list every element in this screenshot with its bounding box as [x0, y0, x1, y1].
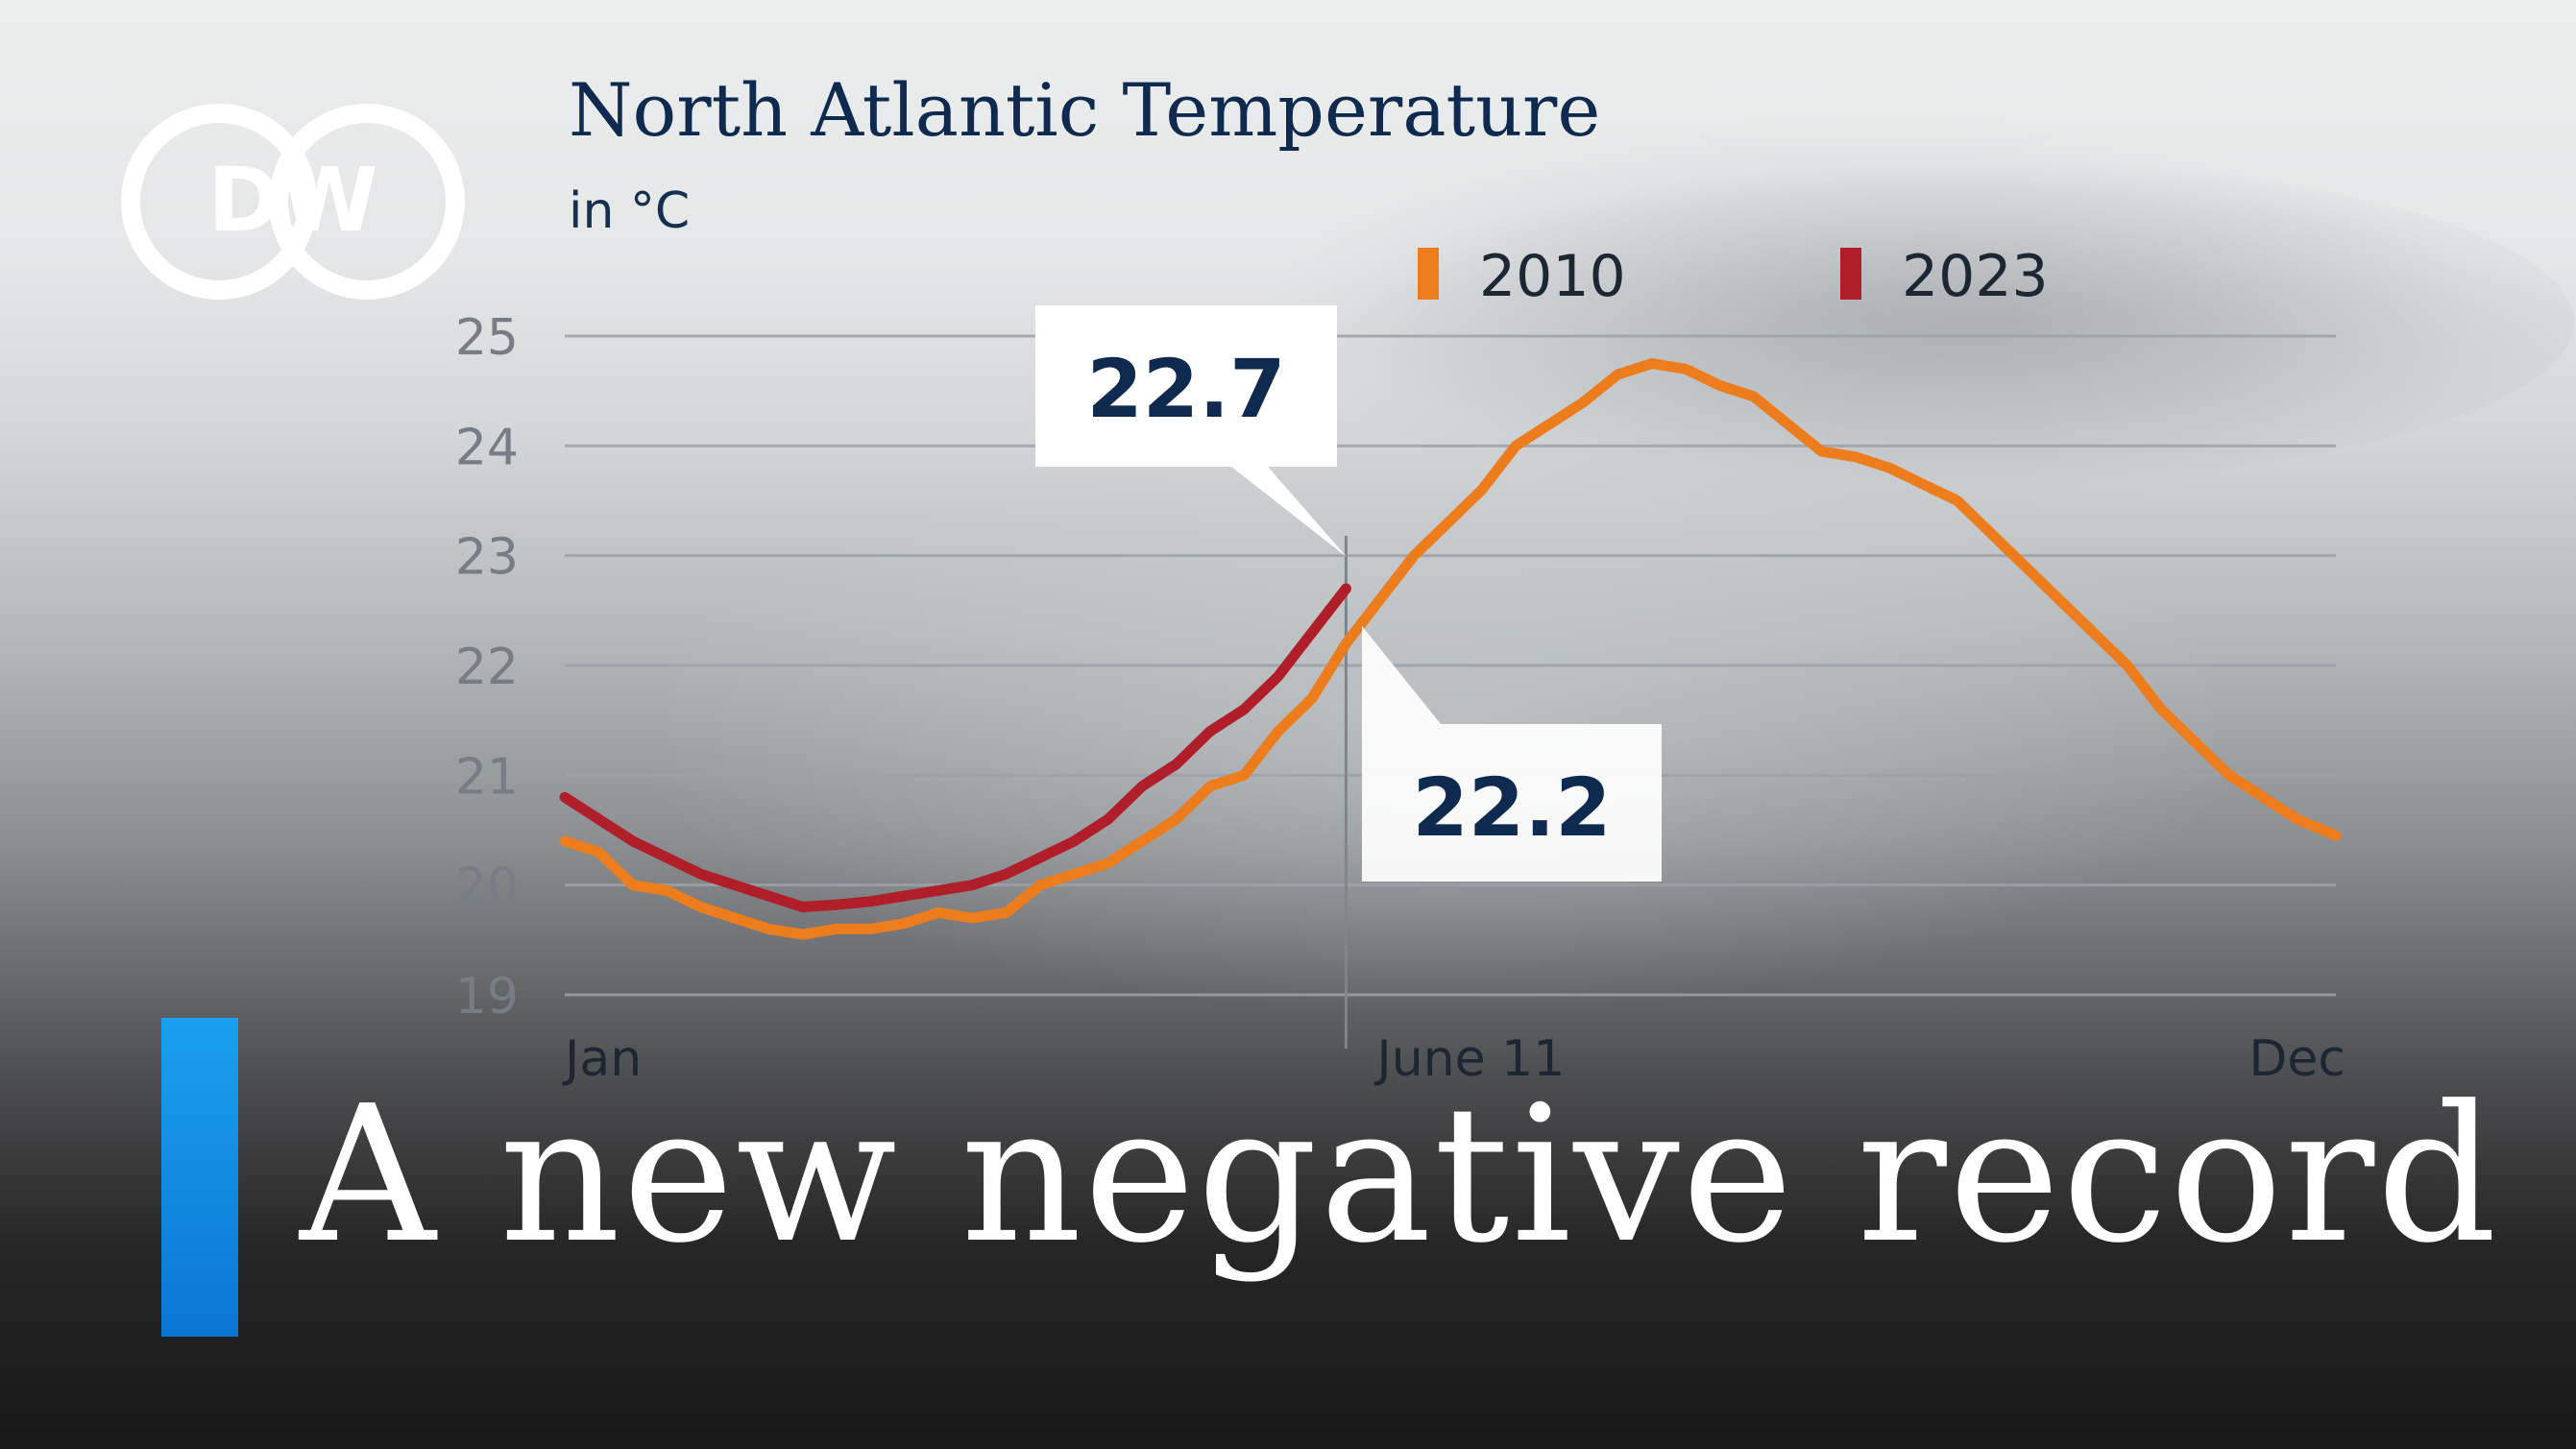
series-lines: [559, 358, 2342, 940]
callout-2023-value: 22.7: [1086, 342, 1285, 436]
legend-label-2010: 2010: [1479, 243, 1626, 310]
x-tick-label: June 11: [1373, 1030, 1565, 1088]
legend-swatch-2023: [1840, 248, 1861, 300]
unit-label: in °C: [569, 182, 691, 240]
y-tick-label: 19: [455, 968, 519, 1026]
y-tick-label: 20: [455, 858, 519, 916]
legend-swatch-2010: [1418, 248, 1439, 300]
callout-2023: 22.7: [1035, 305, 1347, 557]
headline-accent-bar: [161, 1018, 238, 1337]
series-line-2023: [559, 583, 1351, 912]
y-axis-ticks: 25 24 23 22 21 20 19: [455, 309, 519, 1026]
y-tick-label: 21: [455, 748, 519, 806]
legend: 2010 2023: [1418, 243, 2049, 310]
legend-label-2023: 2023: [1902, 243, 2049, 310]
x-tick-label: Jan: [562, 1030, 642, 1088]
series-line-2010: [559, 358, 2342, 940]
y-tick-label: 23: [455, 529, 519, 587]
x-tick-label: Dec: [2248, 1030, 2345, 1088]
dw-logo: DW: [121, 104, 465, 300]
y-tick-label: 24: [455, 419, 519, 476]
y-tick-label: 22: [455, 639, 519, 696]
callout-2010: 22.2: [1362, 626, 1662, 881]
x-axis-ticks: Jan June 11 Dec: [562, 1030, 2345, 1088]
y-tick-label: 25: [455, 309, 519, 367]
headline-title: A new negative record: [300, 1066, 2499, 1285]
chart-title: North Atlantic Temperature: [569, 67, 1601, 153]
callout-2010-pointer: [1362, 626, 1441, 724]
callout-2010-box: [1362, 626, 1662, 881]
callout-2023-box: [1035, 305, 1347, 557]
dw-logo-text: DW: [207, 149, 378, 252]
grid-lines: [565, 334, 2336, 997]
callout-2010-value: 22.2: [1412, 761, 1611, 855]
